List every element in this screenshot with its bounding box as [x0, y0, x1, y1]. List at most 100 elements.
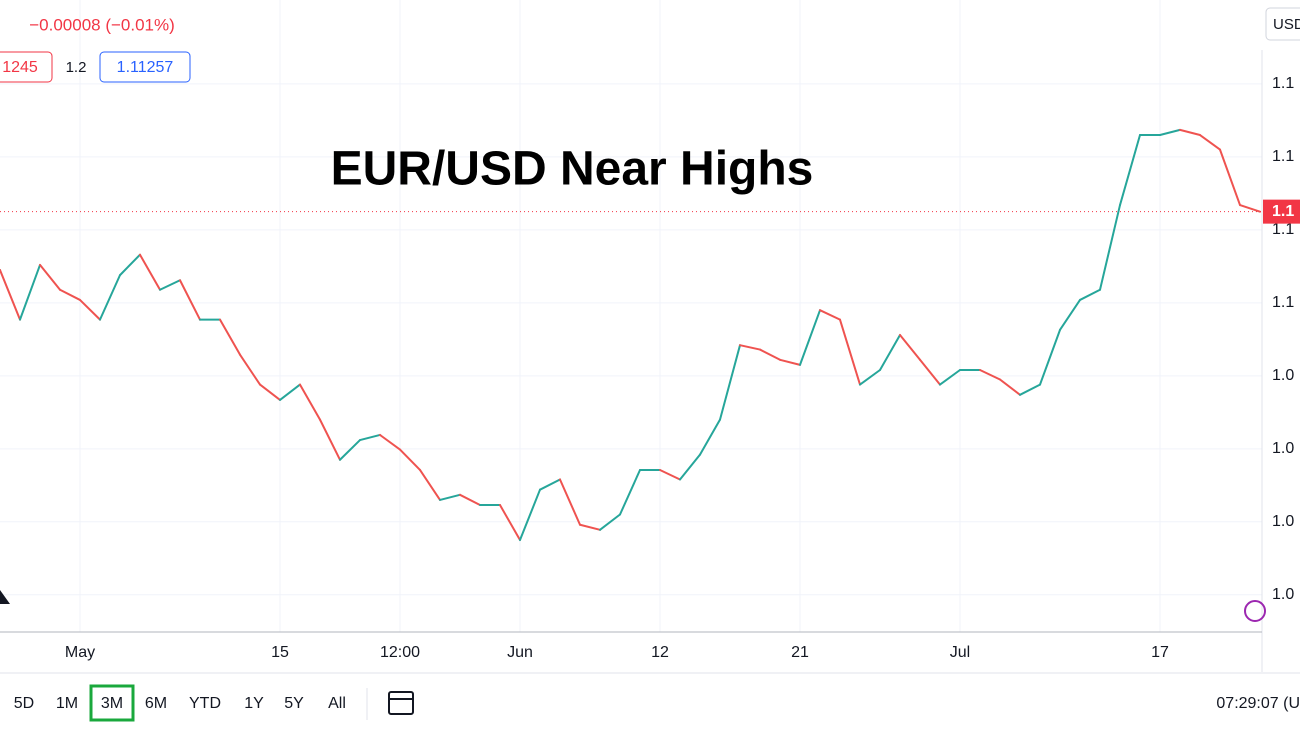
price-segment [1099, 204, 1121, 291]
y-tick-label: 1.1 [1272, 75, 1294, 92]
price-segment [1219, 148, 1241, 207]
price-segment [819, 309, 841, 321]
price-segment [619, 468, 641, 516]
price-change: −0.00008 (−0.01%) [29, 15, 175, 34]
price-segment [1019, 383, 1041, 396]
x-tick-label: Jun [507, 644, 533, 661]
price-segment [1179, 128, 1201, 137]
x-tick-label: 12 [651, 644, 669, 661]
y-tick-label: 1.1 [1272, 294, 1294, 311]
price-segment [299, 383, 321, 421]
y-tick-label: 1.1 [1272, 221, 1294, 238]
range-button[interactable]: 6M [145, 695, 167, 712]
price-segment [359, 433, 381, 442]
price-segment [1239, 204, 1261, 213]
price-segment [599, 513, 621, 531]
price-segment [59, 288, 81, 301]
price-segment [659, 468, 681, 481]
ask-box[interactable] [99, 51, 191, 83]
event-icon[interactable] [1244, 600, 1266, 622]
price-segment [779, 358, 801, 366]
y-tick-label: 1.0 [1272, 367, 1294, 384]
price-segment [519, 488, 541, 542]
price-segment [379, 433, 401, 451]
price-segment [1059, 298, 1081, 331]
range-button[interactable]: 3M [101, 695, 123, 712]
price-segment [159, 279, 181, 291]
range-active [89, 684, 135, 722]
chart-title: EUR/USD Near Highs [331, 143, 814, 196]
y-tick-label: 1.0 [1272, 440, 1294, 457]
logo [0, 590, 10, 604]
price-segment [719, 344, 741, 421]
price-segment [859, 369, 881, 386]
range-button[interactable]: 1Y [244, 695, 264, 712]
price-segment [499, 504, 521, 542]
price-segment [999, 378, 1021, 396]
price-segment [119, 253, 141, 277]
price-segment [259, 383, 281, 401]
price-segment [99, 274, 121, 321]
price-segment [219, 318, 241, 356]
calendar-icon[interactable] [388, 691, 414, 715]
price-segment [539, 478, 561, 491]
currency-box[interactable] [1265, 7, 1300, 41]
y-tick-label: 1.0 [1272, 513, 1294, 530]
price-segment [579, 523, 601, 531]
price-segment [79, 298, 101, 321]
price-segment [1039, 328, 1061, 386]
price-segment [559, 478, 581, 526]
range-button[interactable]: 1M [56, 695, 78, 712]
x-tick-label: May [65, 644, 95, 661]
bid-box[interactable] [0, 51, 53, 83]
price-segment [39, 263, 61, 291]
y-tick-label: 1.0 [1272, 586, 1294, 603]
x-tick-label: Jul [950, 644, 970, 661]
price-segment [899, 333, 921, 361]
range-button[interactable]: 5Y [284, 695, 304, 712]
price-segment [279, 383, 301, 401]
price-segment [399, 448, 421, 471]
price-segment [139, 253, 161, 291]
price-segment [319, 418, 341, 461]
price-segment [19, 263, 41, 321]
price-segment [699, 418, 721, 456]
price-segment [439, 493, 461, 501]
price-segment [979, 369, 1001, 381]
x-tick-label: 21 [791, 644, 809, 661]
y-tick-label: 1.1 [1272, 148, 1294, 165]
x-tick-label: 17 [1151, 644, 1169, 661]
price-segment [1159, 128, 1181, 137]
range-button[interactable]: YTD [189, 695, 221, 712]
price-segment [339, 439, 361, 461]
x-tick-label: 15 [271, 644, 289, 661]
price-segment [1079, 288, 1101, 301]
price-segment [679, 453, 701, 481]
last-price-badge [1263, 199, 1300, 224]
price-segment [739, 344, 761, 351]
currency: USD [1273, 16, 1300, 33]
price-segment [759, 348, 781, 361]
price-segment [239, 353, 261, 386]
price-segment [939, 369, 961, 386]
x-tick-label: 12:00 [380, 644, 420, 661]
clock: 07:29:07 (U [1216, 695, 1300, 712]
spread: 1.2 [66, 59, 87, 76]
price-segment [179, 279, 201, 321]
price-segment [879, 333, 901, 372]
last-price-label: 1.1 [1272, 203, 1294, 220]
price-segment [1199, 134, 1221, 151]
price-segment [419, 468, 441, 501]
price-segment [1119, 134, 1141, 207]
range-button[interactable]: 5D [14, 695, 34, 712]
price-segment [919, 358, 941, 386]
price-segment [799, 309, 821, 366]
price-segment [0, 269, 21, 321]
bid-price: 1245 [2, 59, 38, 76]
range-button[interactable]: All [328, 695, 346, 712]
price-segment [839, 318, 861, 386]
ask-price: 1.11257 [117, 59, 174, 76]
price-segment [459, 493, 481, 507]
